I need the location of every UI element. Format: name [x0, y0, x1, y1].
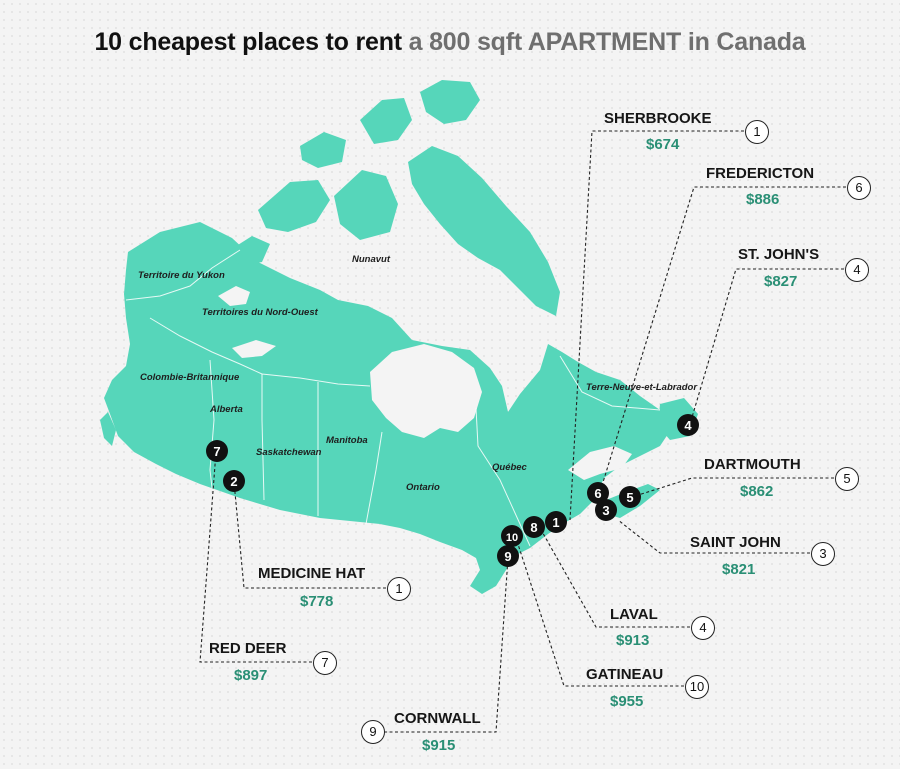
city-name: LAVAL — [610, 606, 658, 623]
city-name: CORNWALL — [394, 710, 481, 727]
city-name: DARTMOUTH — [704, 456, 801, 473]
title-part-1: 10 cheapest places to rent — [94, 28, 402, 56]
baffin-island — [408, 146, 560, 316]
rank-circle: 5 — [835, 467, 859, 491]
city-name: RED DEER — [209, 640, 287, 657]
svg-text:4: 4 — [684, 418, 692, 433]
city-price: $915 — [422, 737, 456, 754]
svg-text:3: 3 — [602, 503, 609, 518]
marker-gatineau[interactable]: 10 — [501, 525, 523, 547]
arctic-island-3 — [300, 132, 346, 168]
region-nwt: Territoires du Nord-Ouest — [202, 307, 319, 318]
region-manitoba: Manitoba — [326, 435, 368, 446]
svg-text:7: 7 — [213, 444, 220, 459]
title-part-2: a 800 sqft APARTMENT in Canada — [408, 28, 806, 56]
svg-text:9: 9 — [504, 549, 511, 564]
marker-medicine-hat[interactable]: 2 — [223, 470, 245, 492]
region-yukon-line1: Territoire du Yukon — [138, 270, 225, 281]
great-bear-lake — [218, 286, 250, 306]
region-quebec: Québec — [492, 462, 528, 473]
gulf-st-lawrence — [568, 446, 632, 480]
rank-circle: 10 — [685, 675, 709, 699]
svg-text:8: 8 — [530, 520, 537, 535]
rank-circle: 6 — [847, 176, 871, 200]
marker-saint-john[interactable]: 3 — [595, 499, 617, 521]
arctic-island-2 — [334, 170, 398, 240]
rank-circle: 3 — [811, 542, 835, 566]
marker-red-deer[interactable]: 7 — [206, 440, 228, 462]
city-name: MEDICINE HAT — [258, 565, 366, 582]
svg-text:2: 2 — [230, 474, 237, 489]
region-saskatchewan: Saskatchewan — [256, 447, 322, 458]
city-price: $827 — [764, 273, 798, 290]
svg-text:5: 5 — [626, 490, 633, 505]
city-name: SHERBROOKE — [604, 110, 712, 127]
marker-cornwall[interactable]: 9 — [497, 545, 519, 567]
rank-circle: 7 — [313, 651, 337, 675]
region-nl: Terre-Neuve-et-Labrador — [586, 382, 698, 393]
city-price: $897 — [234, 667, 268, 684]
city-price: $778 — [300, 593, 334, 610]
city-price: $862 — [740, 483, 774, 500]
city-price: $674 — [646, 136, 680, 153]
rank-circle: 1 — [745, 120, 769, 144]
region-bc: Colombie-Britannique — [140, 372, 240, 383]
ellesmere-island — [420, 80, 480, 124]
city-name: SAINT JOHN — [690, 534, 781, 551]
region-nunavut: Nunavut — [352, 254, 391, 265]
city-price: $913 — [616, 632, 650, 649]
map-title: 10 cheapest places to rent a 800 sqft AP… — [0, 28, 900, 57]
marker-fredericton[interactable]: 6 — [587, 482, 609, 504]
rank-circle: 4 — [691, 616, 715, 640]
rank-circle: 9 — [361, 720, 385, 744]
city-price: $821 — [722, 561, 756, 578]
hudson-bay — [370, 344, 482, 438]
city-name: GATINEAU — [586, 666, 664, 683]
svg-text:10: 10 — [506, 532, 518, 544]
region-ontario: Ontario — [406, 482, 440, 493]
vancouver-island — [100, 412, 116, 446]
city-name: FREDERICTON — [706, 165, 815, 182]
city-price: $955 — [610, 693, 644, 710]
city-price: $886 — [746, 191, 780, 208]
leader-lines — [199, 130, 846, 733]
arctic-island-4 — [360, 98, 412, 144]
svg-text:1: 1 — [552, 515, 559, 530]
marker-dartmouth[interactable]: 5 — [619, 486, 641, 508]
marker-sherbrooke[interactable]: 1 — [545, 511, 567, 533]
rank-circle: 1 — [387, 577, 411, 601]
arctic-island-5 — [230, 236, 270, 266]
region-alberta: Alberta — [209, 404, 243, 415]
great-slave-lake — [232, 340, 276, 358]
rank-circle: 4 — [845, 258, 869, 282]
svg-text:6: 6 — [594, 486, 601, 501]
marker-st-johns[interactable]: 4 — [677, 414, 699, 436]
arctic-island-1 — [258, 180, 330, 232]
marker-laval[interactable]: 8 — [523, 516, 545, 538]
city-name: ST. JOHN'S — [738, 246, 820, 263]
province-borders — [125, 249, 661, 547]
